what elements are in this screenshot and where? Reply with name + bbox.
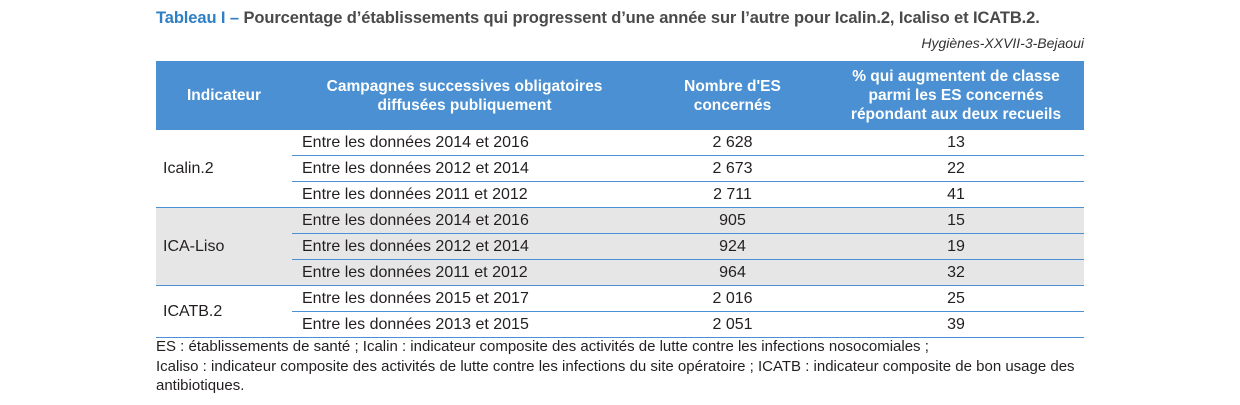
table-row: Entre les données 2012 et 2014 924 19 [156,233,1084,260]
percent-cell: 22 [828,155,1084,182]
count-cell: 2 711 [637,181,828,208]
table-title: Tableau I – Pourcentage d’établissements… [156,9,1040,28]
indicator-cell: ICATB.2 [156,285,292,338]
footnote-line: ES : établissements de santé ; Icalin : … [156,338,929,355]
table-row: Entre les données 2011 et 2012 2 711 41 [156,181,1084,208]
campaign-cell: Entre les données 2015 et 2017 [292,285,637,312]
campaign-cell: Entre les données 2014 et 2016 [292,130,637,156]
count-cell: 924 [637,233,828,260]
table-row: Icalin.2 Entre les données 2014 et 2016 … [156,130,1084,208]
count-cell: 905 [637,207,828,234]
table-row: ICA-Liso Entre les données 2014 et 2016 … [156,207,1084,286]
column-header-indicator: Indicateur [156,61,292,130]
campaign-cell: Entre les données 2012 et 2014 [292,155,637,182]
table-caption: Pourcentage d’établissements qui progres… [243,9,1040,27]
percent-cell: 19 [828,233,1084,260]
column-header-count: Nombre d'ES concernés [637,61,828,130]
campaign-cell: Entre les données 2013 et 2015 [292,311,637,338]
count-cell: 2 628 [637,130,828,156]
column-header-percent: % qui augmentent de classe parmi les ES … [828,61,1084,130]
column-header-campaigns: Campagnes successives obligatoires diffu… [292,61,637,130]
campaign-cell: Entre les données 2011 et 2012 [292,181,637,208]
percent-cell: 32 [828,259,1084,286]
campaign-cell: Entre les données 2011 et 2012 [292,259,637,286]
count-cell: 2 673 [637,155,828,182]
table-number: Tableau I – [156,9,244,27]
table-header-row: Indicateur Campagnes successives obligat… [156,61,1084,130]
percent-cell: 13 [828,130,1084,156]
table-footnotes: ES : établissements de santé ; Icalin : … [156,337,1084,396]
table-row: Entre les données 2011 et 2012 964 32 [156,259,1084,286]
table-row: ICATB.2 Entre les données 2015 et 2017 2… [156,285,1084,338]
footnote-line: Icaliso : indicateur composite des activ… [156,357,1075,395]
indicator-cell: ICA-Liso [156,207,292,286]
count-cell: 964 [637,259,828,286]
campaign-cell: Entre les données 2012 et 2014 [292,233,637,260]
table-row: Entre les données 2013 et 2015 2 051 39 [156,311,1084,338]
percent-cell: 15 [828,207,1084,234]
table-row: Entre les données 2012 et 2014 2 673 22 [156,155,1084,182]
data-table: Indicateur Campagnes successives obligat… [156,61,1084,338]
percent-cell: 39 [828,311,1084,338]
count-cell: 2 051 [637,311,828,338]
percent-cell: 41 [828,181,1084,208]
indicator-cell: Icalin.2 [156,130,292,208]
percent-cell: 25 [828,285,1084,312]
campaign-cell: Entre les données 2014 et 2016 [292,207,637,234]
source-reference: Hygiènes-XXVII-3-Bejaoui [921,35,1084,51]
count-cell: 2 016 [637,285,828,312]
